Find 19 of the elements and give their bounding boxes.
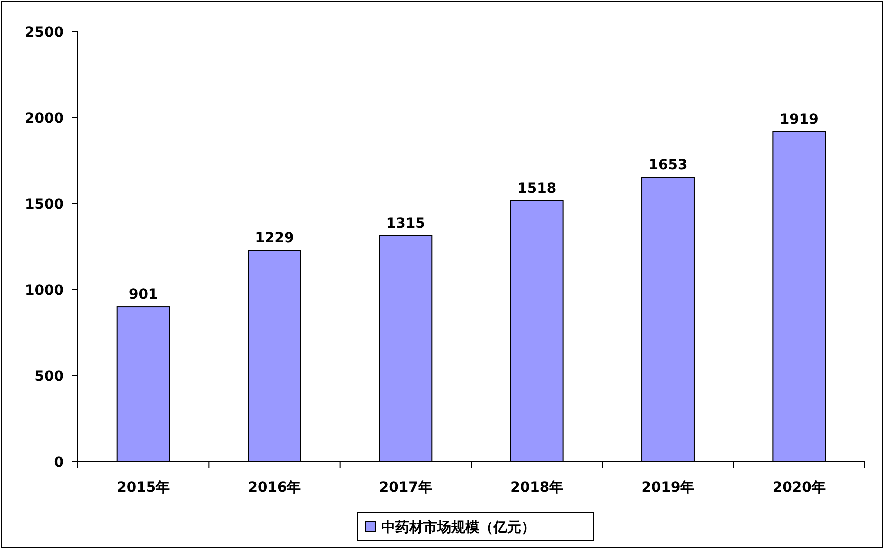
data-label: 1919	[780, 112, 819, 128]
y-tick-label: 2500	[25, 25, 64, 41]
data-label: 1229	[255, 230, 294, 247]
data-label: 1518	[518, 180, 557, 197]
y-tick-label: 1500	[25, 197, 64, 213]
x-tick-label: 2017年	[379, 480, 432, 496]
legend-label: 中药材市场规模（亿元）	[382, 519, 536, 536]
y-tick-label: 1000	[25, 283, 64, 299]
y-tick-label: 0	[54, 455, 64, 471]
data-label: 1315	[386, 216, 426, 232]
x-tick-label: 2015年	[117, 480, 170, 496]
x-tick-label: 2018年	[510, 480, 564, 496]
x-tick-label: 2019年	[642, 480, 695, 496]
y-tick-label: 500	[34, 369, 64, 385]
data-label: 1653	[648, 158, 688, 174]
x-tick-label: 2016年	[248, 480, 302, 496]
data-label: 901	[128, 287, 158, 304]
x-tick-label: 2020年	[772, 480, 826, 496]
y-tick-label: 2000	[25, 111, 64, 127]
